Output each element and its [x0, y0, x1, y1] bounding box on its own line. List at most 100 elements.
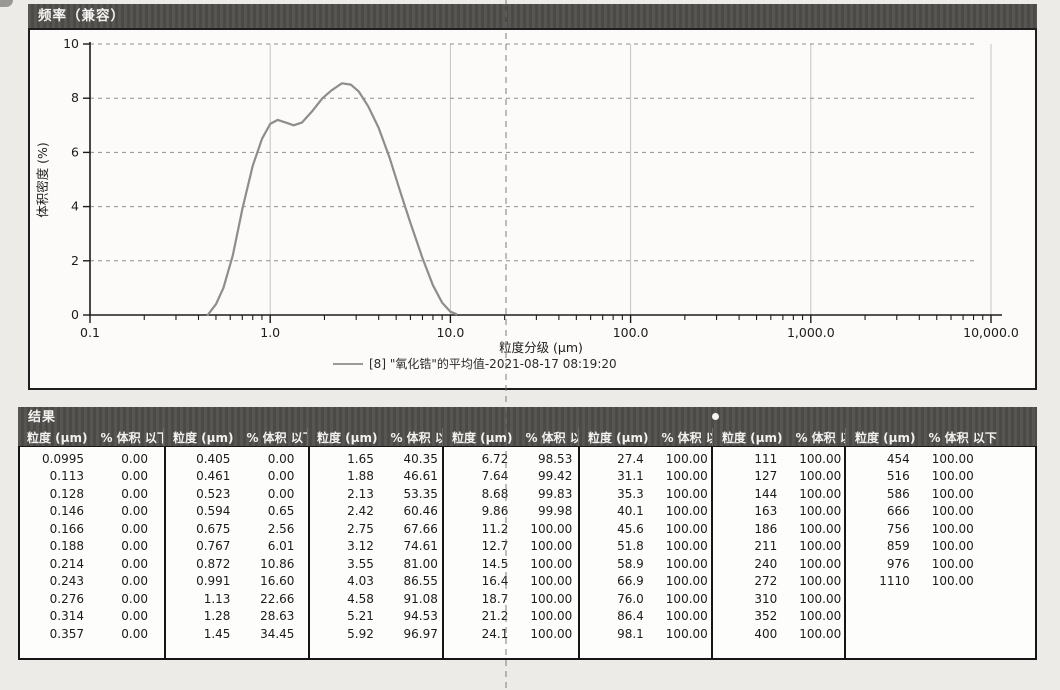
size-value: 86.4	[617, 609, 644, 624]
size-value: 240	[754, 556, 778, 571]
table-row: 0.461 0.00	[166, 468, 307, 486]
pct-below-value: 0.00	[267, 469, 295, 484]
table-row: 666 100.00	[846, 503, 1035, 521]
table-row: 756 100.00	[846, 520, 1035, 538]
size-value: 3.55	[347, 556, 374, 571]
pct-below-value: 100.00	[931, 556, 974, 571]
size-value: 8.68	[481, 486, 509, 501]
table-column-group: 27.4 100.00 31.1 100.00 35.3 100.00 40.1 100.00…	[577, 447, 711, 658]
pct-below-value: 100.00	[799, 451, 842, 466]
size-value: 0.872	[196, 556, 231, 571]
pct-below-value: 100.00	[665, 451, 708, 466]
size-value: 0.675	[196, 521, 231, 536]
size-value: 186	[754, 521, 778, 536]
table-row: 400 100.00	[713, 625, 843, 643]
table-row: 211 100.00	[713, 538, 843, 556]
size-value: 66.9	[617, 574, 644, 589]
size-value: 4.03	[347, 574, 374, 589]
size-value: 51.8	[617, 539, 644, 554]
table-row: 0.113 0.00	[20, 468, 164, 486]
table-row: 144 100.00	[713, 485, 843, 503]
table-row: 111 100.00	[713, 450, 843, 468]
pct-below-value: 100.00	[799, 469, 842, 484]
table-row: 516 100.00	[846, 468, 1035, 486]
pct-below-value: 10.86	[260, 556, 295, 571]
frequency-distribution-chart: 0 2 4 6 8 10 0.1 1.0 10.0 100.0 1,000.0 10,000.0 体积密…	[35, 36, 1019, 371]
table-row: 1110 100.00	[846, 573, 1035, 591]
table-row: 18.7 100.00	[444, 590, 577, 608]
pct-below-value: 100.00	[530, 574, 573, 589]
table-row: 0.243 0.00	[20, 573, 164, 591]
size-value: 2.75	[347, 521, 374, 536]
col-header-size: 粒度 (μm)	[588, 430, 649, 445]
table-row: 0.314 0.00	[20, 608, 164, 626]
scan-smudge-artifact	[0, 0, 13, 7]
table-row: 454 100.00	[846, 450, 1035, 468]
table-row: 3.55 81.00	[310, 555, 442, 573]
size-value: 18.7	[481, 591, 509, 606]
size-value: 144	[754, 486, 778, 501]
pct-below-value: 0.00	[267, 486, 295, 501]
size-value: 272	[754, 574, 778, 589]
pct-below-value: 22.66	[260, 591, 295, 606]
pct-below-value: 0.00	[121, 609, 148, 624]
pct-below-value: 74.61	[403, 539, 438, 554]
pct-below-value: 0.00	[121, 504, 148, 519]
size-value: 0.214	[49, 556, 84, 571]
pct-below-value: 100.00	[931, 539, 974, 554]
table-row: 0.767 6.01	[166, 538, 307, 556]
size-value: 516	[886, 469, 910, 484]
pct-below-value: 6.01	[267, 539, 295, 554]
size-value: 3.12	[347, 539, 374, 554]
col-header-size: 粒度 (μm)	[27, 430, 88, 445]
pct-below-value: 100.00	[799, 609, 842, 624]
pct-below-value: 40.35	[403, 451, 438, 466]
table-row: 98.1 100.00	[580, 625, 711, 643]
pct-below-value: 99.98	[537, 504, 573, 519]
size-value: 1110	[879, 574, 910, 589]
pct-below-value: 100.00	[665, 609, 708, 624]
table-column-group: 111 100.00 127 100.00 144 100.00 163 100.00 186 1…	[711, 447, 843, 658]
table-row: 272 100.00	[713, 573, 843, 591]
size-value: 0.357	[49, 626, 84, 641]
size-value: 76.0	[617, 591, 644, 606]
size-value: 586	[886, 486, 910, 501]
table-row: 35.3 100.00	[580, 485, 711, 503]
pct-below-value: 100.00	[530, 539, 573, 554]
pct-below-value: 100.00	[665, 556, 708, 571]
pct-below-value: 100.00	[799, 574, 842, 589]
col-header-pct: % 体积 以下	[928, 430, 997, 445]
header-group: 粒度 (μm) % 体积 以下	[307, 428, 442, 446]
pct-below-value: 100.00	[799, 504, 842, 519]
table-row: 14.5 100.00	[444, 555, 577, 573]
pct-below-value: 100.00	[530, 609, 573, 624]
size-value: 756	[886, 521, 910, 536]
pct-below-value: 2.56	[267, 521, 295, 536]
table-row: 76.0 100.00	[580, 590, 711, 608]
size-value: 0.276	[49, 591, 84, 606]
table-row: 0.276 0.00	[20, 590, 164, 608]
size-value: 666	[886, 504, 910, 519]
table-column-group: 454 100.00 516 100.00 586 100.00 666 100.00 756 1…	[843, 447, 1035, 658]
table-row: 0.405 0.00	[166, 450, 307, 468]
pct-below-value: 16.60	[260, 574, 295, 589]
header-group: 粒度 (μm) % 体积 以下	[442, 428, 578, 446]
table-row: 86.4 100.00	[580, 608, 711, 626]
table-row: 7.64 99.42	[444, 468, 577, 486]
size-value: 24.1	[481, 626, 509, 641]
size-value: 2.13	[347, 486, 374, 501]
table-row: 12.7 100.00	[444, 538, 577, 556]
table-row: 0.675 2.56	[166, 520, 307, 538]
pct-below-value: 100.00	[530, 556, 573, 571]
table-row: 5.21 94.53	[310, 608, 442, 626]
size-value: 9.86	[481, 504, 509, 519]
y-tick-label: 8	[71, 90, 79, 105]
col-header-pct: % 体积 以下	[246, 430, 307, 445]
size-value: 0.0995	[42, 451, 84, 466]
col-header-size: 粒度 (μm)	[452, 430, 513, 445]
size-value: 454	[886, 451, 910, 466]
table-row: 4.58 91.08	[310, 590, 442, 608]
table-row: 186 100.00	[713, 520, 843, 538]
table-row: 66.9 100.00	[580, 573, 711, 591]
